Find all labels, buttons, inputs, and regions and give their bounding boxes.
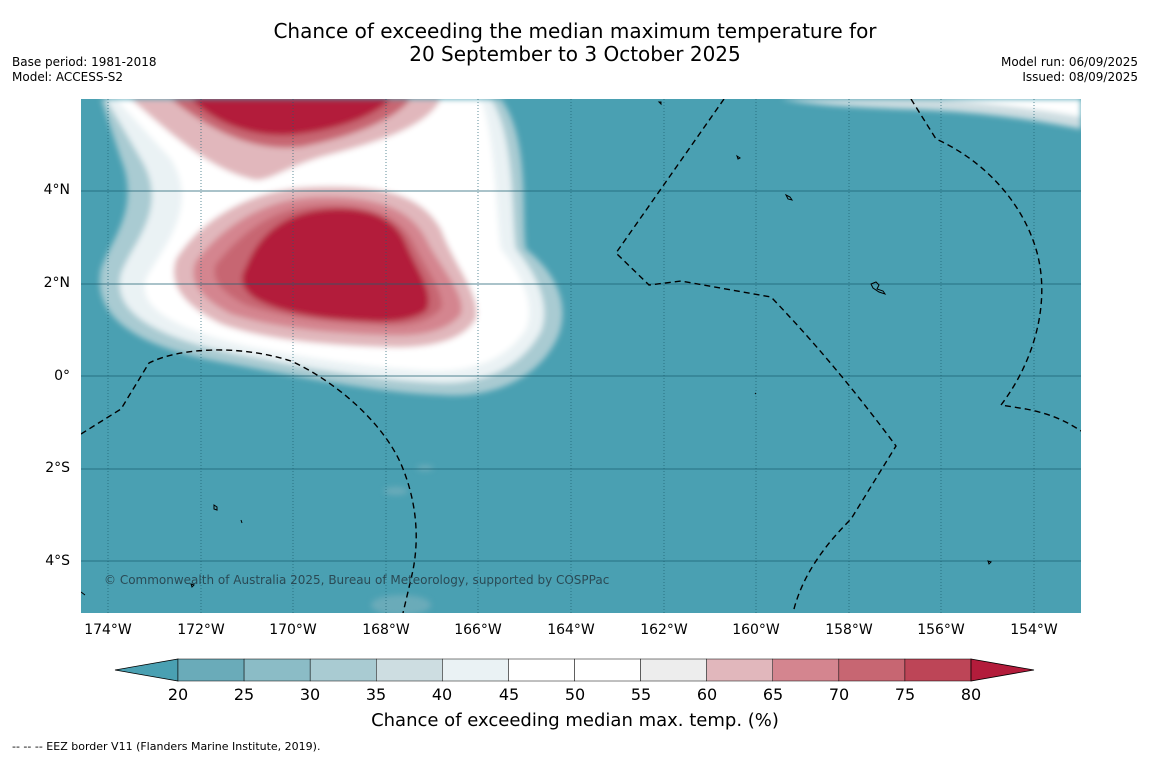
base-period: Base period: 1981-2018 <box>12 55 157 69</box>
colorbar-bin <box>442 658 509 682</box>
eez-border-west <box>81 349 417 613</box>
colorbar-extend-low <box>114 658 179 682</box>
x-label-160w: 160°W <box>732 622 780 638</box>
x-label-164w: 164°W <box>547 622 595 638</box>
colorbar-tick-40: 40 <box>431 685 453 704</box>
colorbar-label: Chance of exceeding median max. temp. (%… <box>371 710 779 731</box>
colorbar-tick-80: 80 <box>960 685 982 704</box>
x-label-172w: 172°W <box>177 622 225 638</box>
colorbar-tick-45: 45 <box>498 685 520 704</box>
y-label-2s: 2°S <box>45 460 70 476</box>
colorbar-bin <box>706 658 774 682</box>
probability-field <box>81 99 1081 613</box>
model-name: Model: ACCESS-S2 <box>12 70 124 84</box>
colorbar-tick-20: 20 <box>167 685 189 704</box>
eez-border-east <box>910 99 1081 432</box>
colorbar-bin <box>904 658 972 682</box>
colorbar-bin <box>309 658 377 682</box>
colorbar-extend-high <box>970 658 1035 682</box>
colorbar-tick-70: 70 <box>828 685 850 704</box>
colorbar-tick-25: 25 <box>233 685 255 704</box>
colorbar <box>114 658 1035 682</box>
colorbar-bin <box>376 658 443 682</box>
island-tiny-2 <box>736 154 741 160</box>
x-label-154w: 154°W <box>1010 622 1058 638</box>
copyright-notice: © Commonwealth of Australia 2025, Bureau… <box>104 573 610 587</box>
colorbar-bin <box>772 658 840 682</box>
colorbar-bin <box>177 658 245 682</box>
island-tiny-3 <box>213 504 218 511</box>
colorbar-tick-50: 50 <box>564 685 586 704</box>
colorbar-bin <box>243 658 311 682</box>
x-label-158w: 158°W <box>825 622 873 638</box>
y-label-4s: 4°S <box>45 553 70 569</box>
x-label-170w: 170°W <box>269 622 317 638</box>
meta-right: Model run: 06/09/2025 Issued: 08/09/2025 <box>1001 55 1138 85</box>
issued-date: Issued: 08/09/2025 <box>1022 70 1138 84</box>
island-jarvis-area <box>784 193 794 201</box>
x-label-174w: 174°W <box>84 622 132 638</box>
island-tiny-5 <box>190 583 195 588</box>
warm-anomaly <box>99 99 1081 613</box>
colorbar-tick-30: 30 <box>299 685 321 704</box>
colorbar-bin <box>574 658 641 682</box>
island-kiritimati <box>870 281 887 295</box>
y-label-4n: 4°N <box>43 182 70 198</box>
island-tiny-1 <box>657 101 662 106</box>
colorbar-bin <box>838 658 906 682</box>
eez-border-central <box>615 99 897 613</box>
colorbar-tick-65: 65 <box>762 685 784 704</box>
colorbar-tick-60: 60 <box>696 685 718 704</box>
colorbar-tick-35: 35 <box>365 685 387 704</box>
colorbar-tick-55: 55 <box>630 685 652 704</box>
colorbar-bin <box>640 658 707 682</box>
y-label-2n: 2°N <box>43 275 70 291</box>
x-label-162w: 162°W <box>640 622 688 638</box>
x-label-168w: 168°W <box>362 622 410 638</box>
island-tiny-6 <box>987 560 992 565</box>
colorbar-tick-75: 75 <box>894 685 916 704</box>
meta-left: Base period: 1981-2018 Model: ACCESS-S2 <box>12 55 157 85</box>
island-tiny-8 <box>81 591 86 596</box>
map-panel <box>81 99 1081 613</box>
title-line-2: 20 September to 3 October 2025 <box>409 42 741 66</box>
eez-footnote: -- -- -- EEZ border V11 (Flanders Marine… <box>12 740 321 753</box>
eez-borders <box>81 99 1081 613</box>
y-label-0: 0° <box>54 368 70 384</box>
colorbar-bin <box>508 658 575 682</box>
islands <box>81 101 992 596</box>
graticule <box>81 190 1081 562</box>
x-label-166w: 166°W <box>454 622 502 638</box>
island-tiny-4 <box>240 519 243 524</box>
title-line-1: Chance of exceeding the median maximum t… <box>273 19 877 43</box>
model-run: Model run: 06/09/2025 <box>1000 55 1138 69</box>
map-title: Chance of exceeding the median maximum t… <box>0 20 1150 66</box>
x-label-156w: 156°W <box>917 622 965 638</box>
island-tiny-7 <box>754 392 757 395</box>
